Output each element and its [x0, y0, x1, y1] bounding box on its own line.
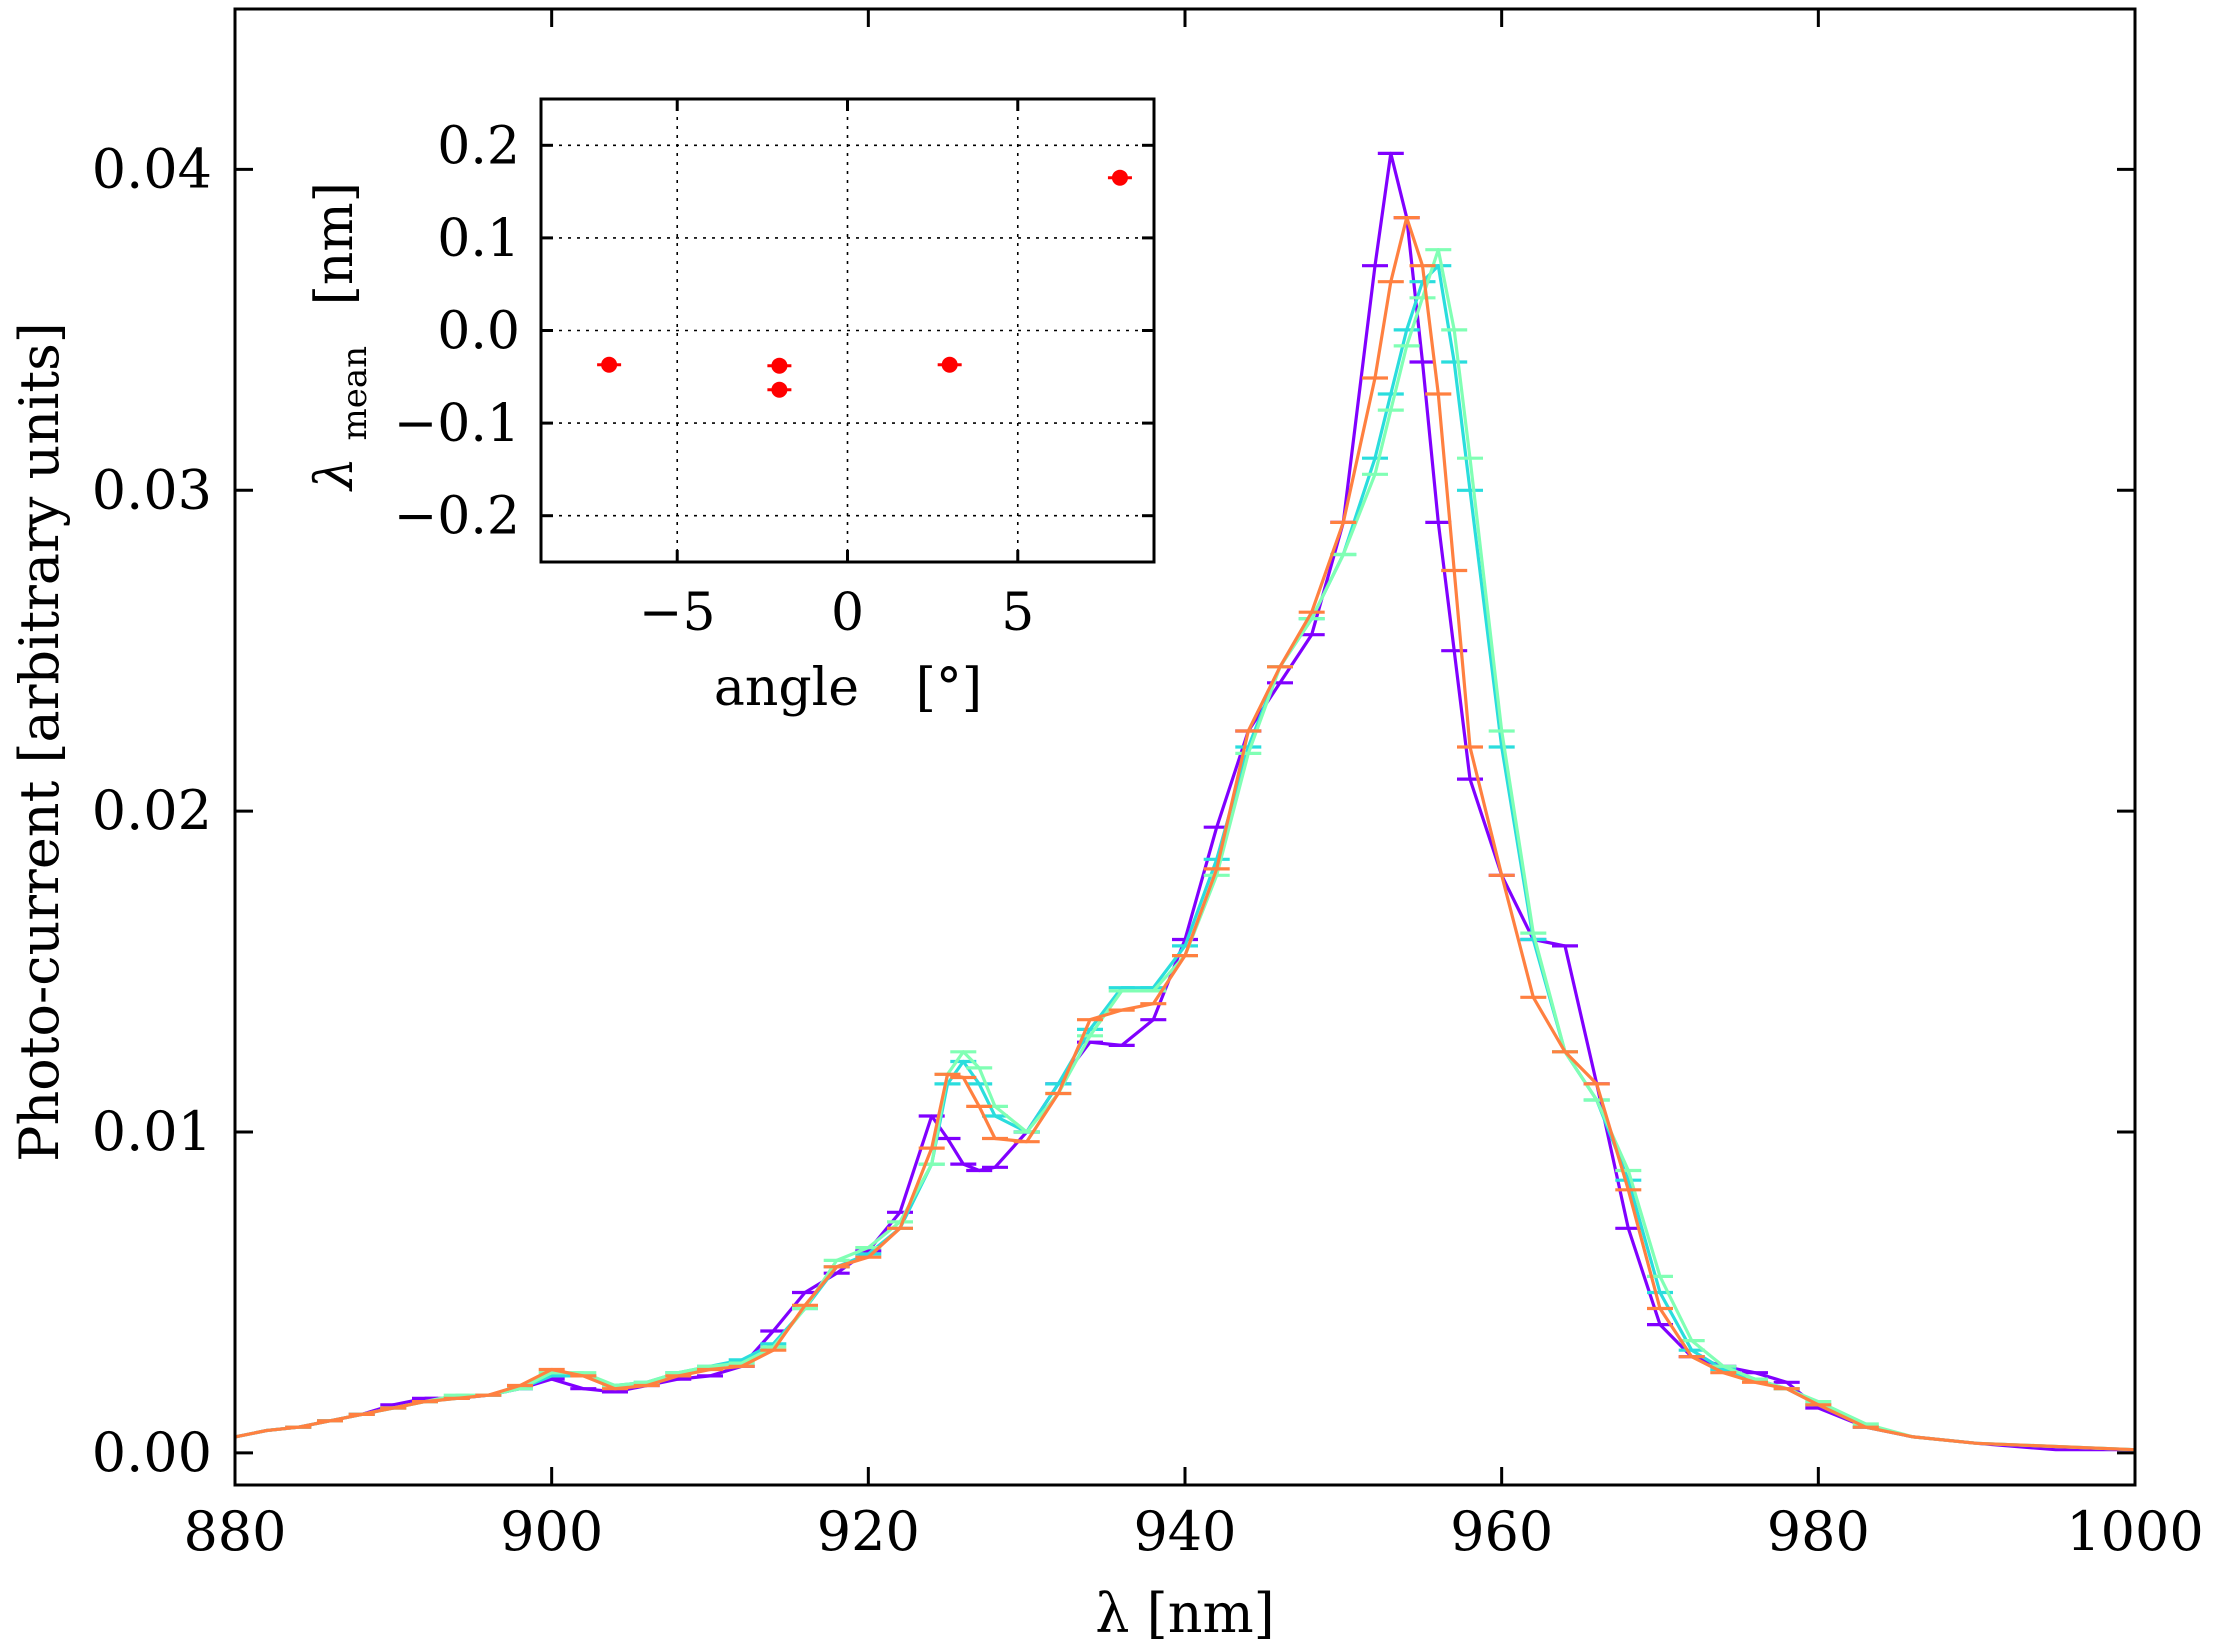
inset-ticks: [541, 99, 1154, 562]
series-line-0: [234, 151, 2135, 1452]
series-line-2: [234, 248, 2136, 1452]
inset-y-axis-label-unit: [nm]: [305, 182, 365, 305]
main-x-tick-label: 960: [1450, 1500, 1553, 1563]
main-x-axis-label: λ [nm]: [1095, 1582, 1275, 1645]
main-y-tick-label: 0.04: [92, 137, 212, 200]
main-ticks: [233, 9, 2137, 1485]
main-x-tick-label: 980: [1767, 1500, 1870, 1563]
inset-x-axis-label-unit: [°]: [916, 658, 983, 718]
inset-y-tick-label: −0.1: [394, 394, 520, 454]
series-line-1: [234, 264, 2136, 1452]
inset-x-axis-label: angle [°]: [714, 658, 982, 718]
inset-y-tick-label: −0.2: [394, 487, 520, 547]
inset-x-axis-label-main: angle: [714, 658, 859, 718]
main-x-tick-label: 940: [1133, 1500, 1236, 1563]
inset-grid: [541, 99, 1154, 562]
inset-y-tick-labels: −0.2 −0.1 0.0 0.1 0.2: [394, 116, 520, 546]
series-line-3: [234, 216, 2136, 1452]
main-y-tick-label: 0.00: [92, 1421, 212, 1484]
main-x-tick-label: 880: [183, 1500, 286, 1563]
main-x-tick-label: 1000: [2066, 1500, 2203, 1563]
main-series-group: [234, 151, 2136, 1452]
main-plot: 880 900 920 940 960 980 1000 0.000.010.020.030…: [8, 7, 2204, 1645]
inset-y-tick-label: 0.0: [437, 302, 520, 362]
inset-points: [597, 169, 1132, 398]
main-x-tick-label: 900: [500, 1500, 603, 1563]
inset-data-point: [771, 381, 788, 398]
main-y-tick-labels: 0.00 0.01 0.02 0.03 0.04: [92, 137, 212, 1483]
inset-y-axis-label-main: λ: [305, 457, 365, 492]
main-x-tick-labels: 880 900 920 940 960 980 1000: [183, 1500, 2203, 1563]
inset-y-axis-label-sub: mean: [335, 346, 375, 441]
inset-data-point: [941, 356, 958, 373]
main-x-tick-label: 920: [817, 1500, 920, 1563]
inset-x-tick-label: 0: [831, 583, 864, 643]
inset-plot: −5 0 5 −0.2 −0.1 0.0 0.1 0.2 angle [°] λ mean …: [305, 97, 1156, 718]
inset-data-point: [771, 357, 788, 374]
inset-y-tick-label: 0.1: [437, 209, 520, 269]
inset-data-point: [1111, 169, 1128, 186]
inset-x-tick-label: 5: [1001, 583, 1034, 643]
inset-y-axis-label: λ mean [nm]: [305, 182, 379, 492]
main-y-tick-label: 0.01: [92, 1100, 212, 1163]
main-y-tick-label: 0.03: [92, 458, 212, 521]
inset-x-tick-labels: −5 0 5: [639, 583, 1034, 643]
main-plot-frame: [233, 7, 2137, 1487]
main-y-axis-label: Photo-current [arbitrary units]: [8, 322, 71, 1162]
inset-x-tick-label: −5: [639, 583, 716, 643]
main-y-tick-label: 0.02: [92, 779, 212, 842]
inset-y-tick-label: 0.2: [437, 116, 520, 176]
inset-data-point: [601, 356, 618, 373]
